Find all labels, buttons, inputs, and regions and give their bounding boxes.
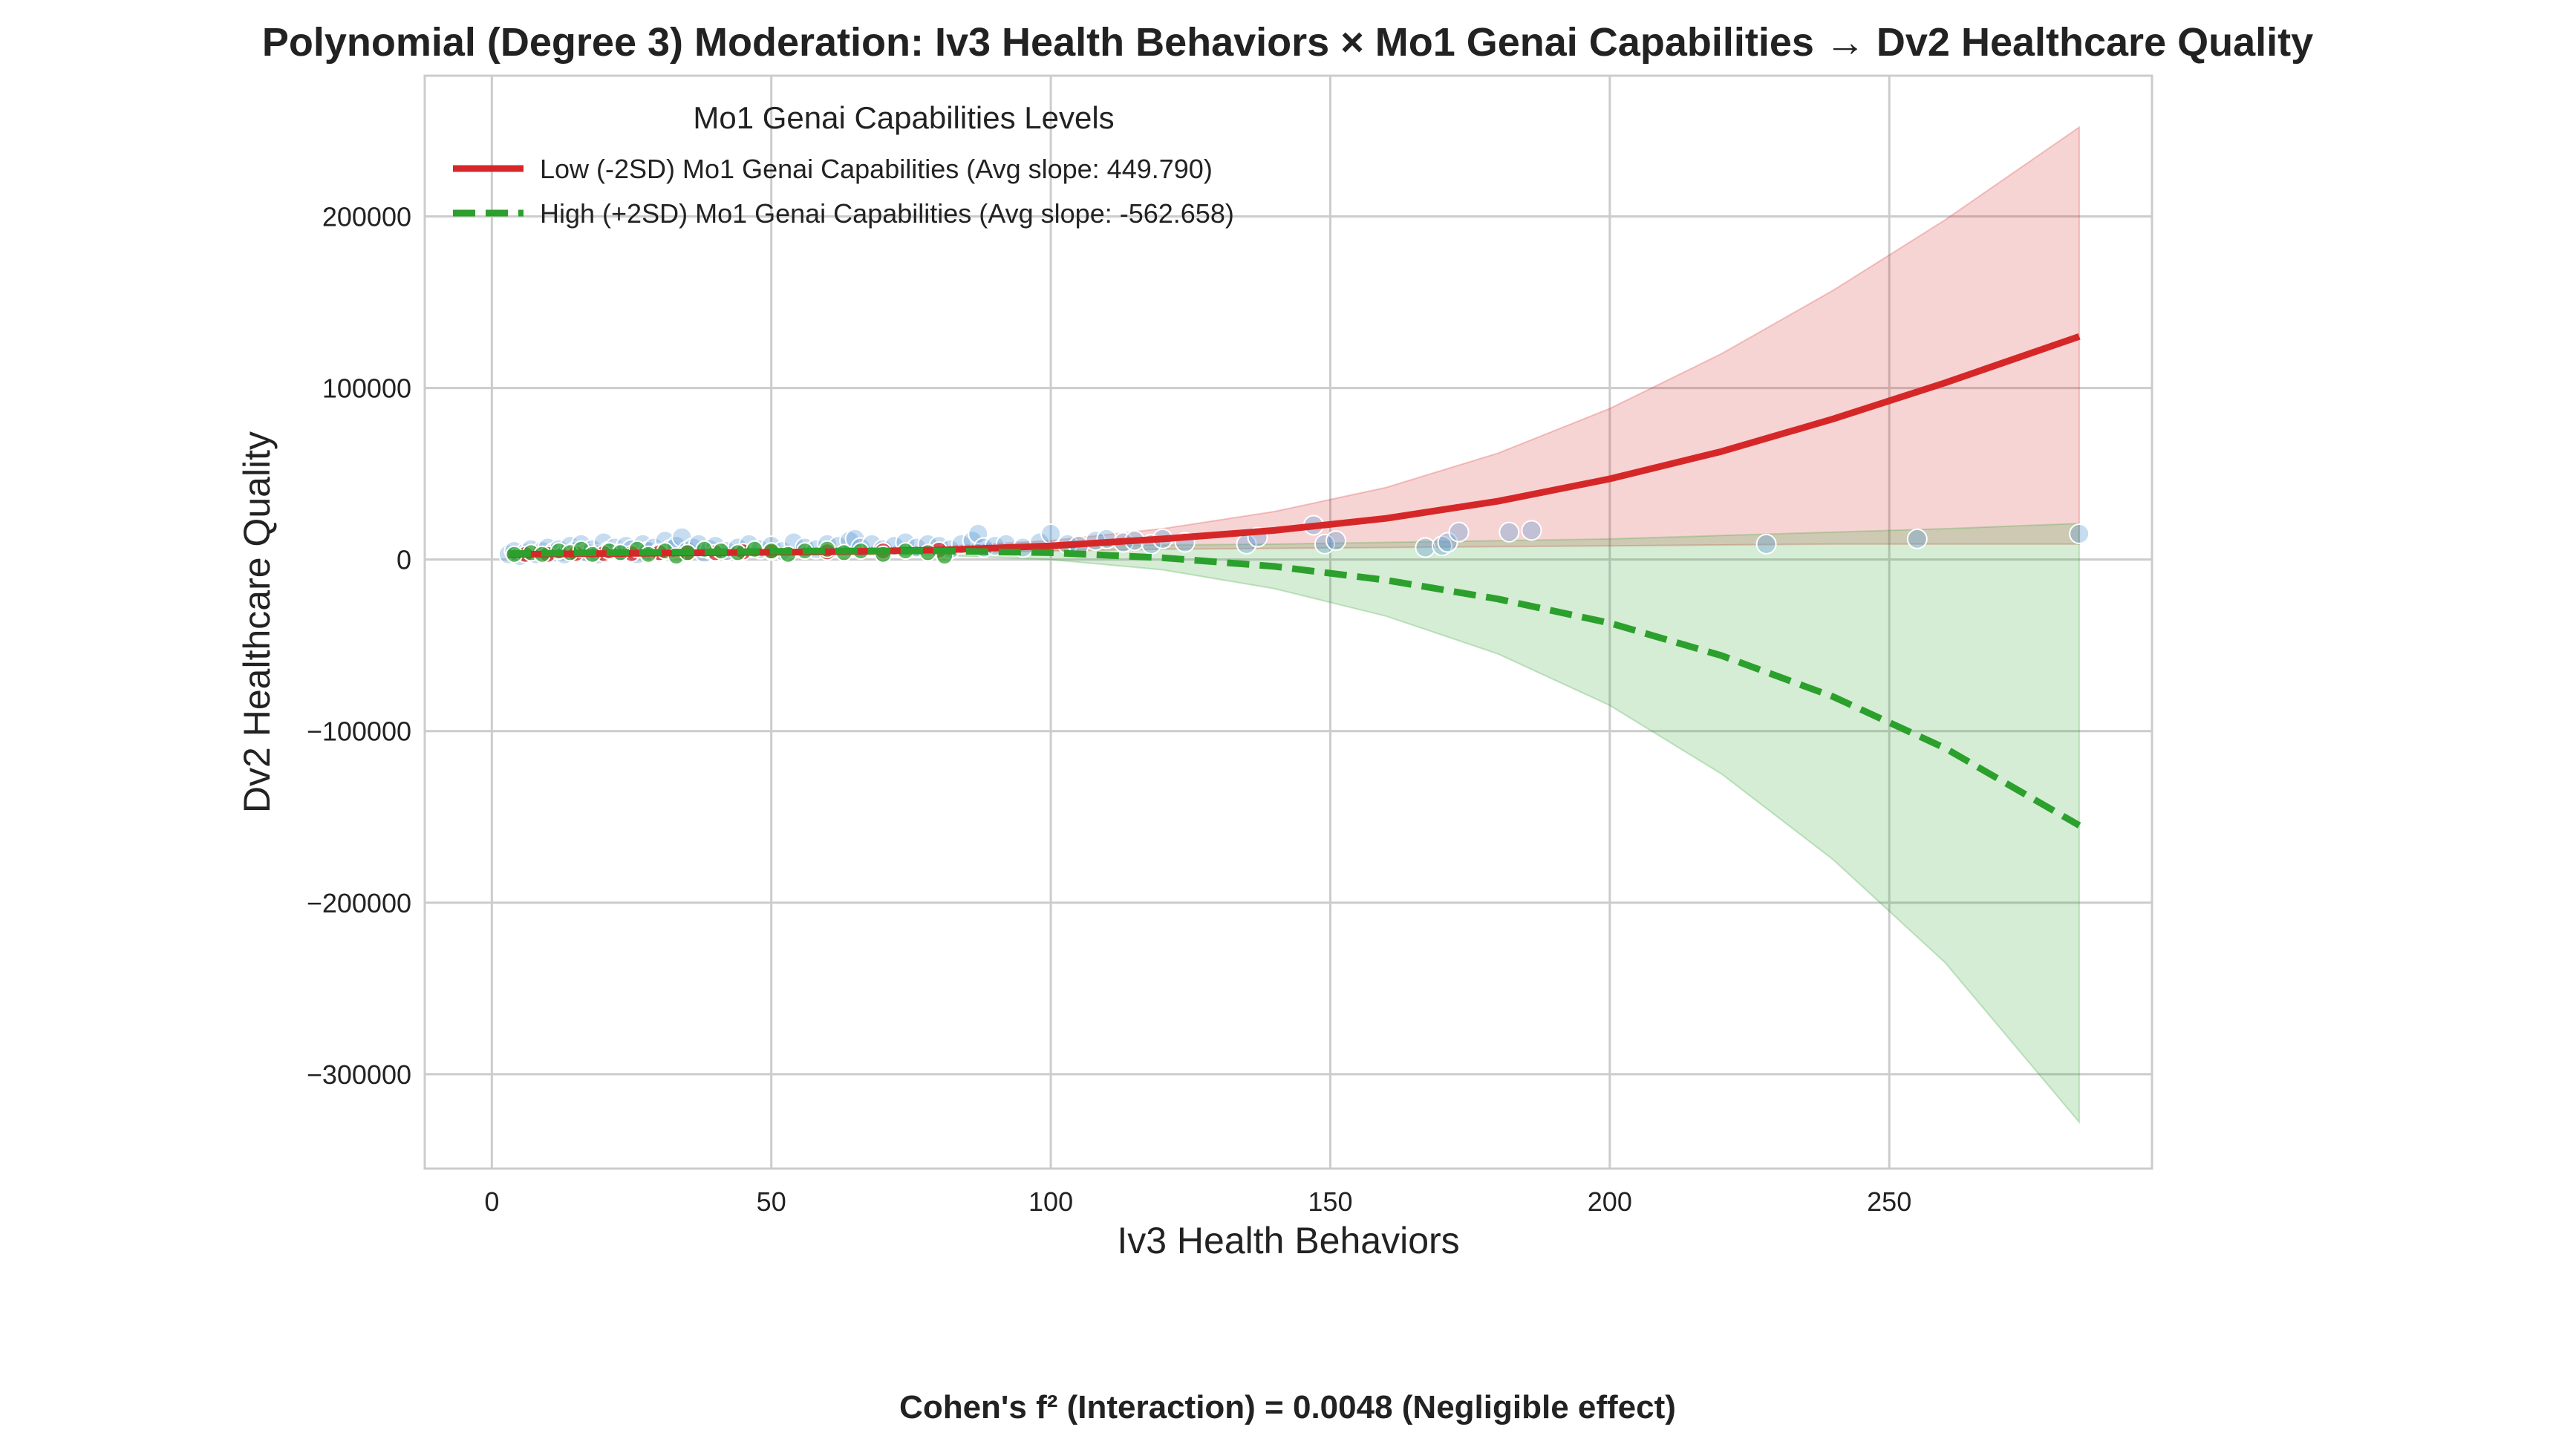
x-tick-label: 50 [757, 1186, 786, 1217]
scatter-point [1314, 533, 1335, 555]
y-tick-label: 200000 [322, 201, 411, 232]
legend: Mo1 Genai Capabilities Levels Low (-2SD)… [453, 100, 1234, 229]
plot-area [425, 76, 2152, 1169]
scatter-point [1906, 528, 1928, 549]
x-tick-label: 150 [1308, 1186, 1352, 1217]
scatter-point [1499, 521, 1520, 543]
y-axis-label: Dv2 Healthcare Quality [236, 431, 278, 813]
scatter-point [1325, 530, 1346, 552]
x-tick-label: 250 [1867, 1186, 1911, 1217]
y-axis-ticks: −300000 −200000 −100000 0 100000 200000 [307, 201, 411, 1089]
y-tick-label: 0 [397, 545, 411, 575]
scatter-point [1448, 521, 1470, 543]
legend-entry-low: Low (-2SD) Mo1 Genai Capabilities (Avg s… [540, 154, 1213, 184]
series-lines [508, 333, 2081, 829]
scatter-point [2069, 523, 2090, 544]
scatter-point [1415, 537, 1436, 558]
x-axis-ticks: 0 50 100 150 200 250 [484, 1186, 1911, 1217]
legend-entry-high: High (+2SD) Mo1 Genai Capabilities (Avg … [540, 198, 1234, 229]
scatter-point [1432, 535, 1453, 557]
x-tick-label: 100 [1028, 1186, 1073, 1217]
scatter-point [1521, 520, 1542, 541]
effect-size-footnote: Cohen's f² (Interaction) = 0.0048 (Negli… [899, 1389, 1676, 1425]
scatter-point [1755, 533, 1777, 555]
series-line-high [508, 547, 2081, 829]
scatter-point [1040, 523, 1062, 544]
grid [425, 76, 2152, 1169]
y-tick-label: −300000 [307, 1059, 411, 1090]
chart-title: Polynomial (Degree 3) Moderation: Iv3 He… [262, 20, 2313, 65]
legend-title: Mo1 Genai Capabilities Levels [693, 100, 1114, 135]
scatter-point [1437, 532, 1458, 553]
y-tick-label: 100000 [322, 373, 411, 404]
x-axis-label: Iv3 Health Behaviors [1117, 1220, 1459, 1261]
x-tick-label: 200 [1588, 1186, 1632, 1217]
plot-frame [423, 74, 2153, 1170]
y-tick-label: −200000 [307, 888, 411, 918]
x-tick-label: 0 [484, 1186, 499, 1217]
y-tick-label: −100000 [307, 716, 411, 747]
